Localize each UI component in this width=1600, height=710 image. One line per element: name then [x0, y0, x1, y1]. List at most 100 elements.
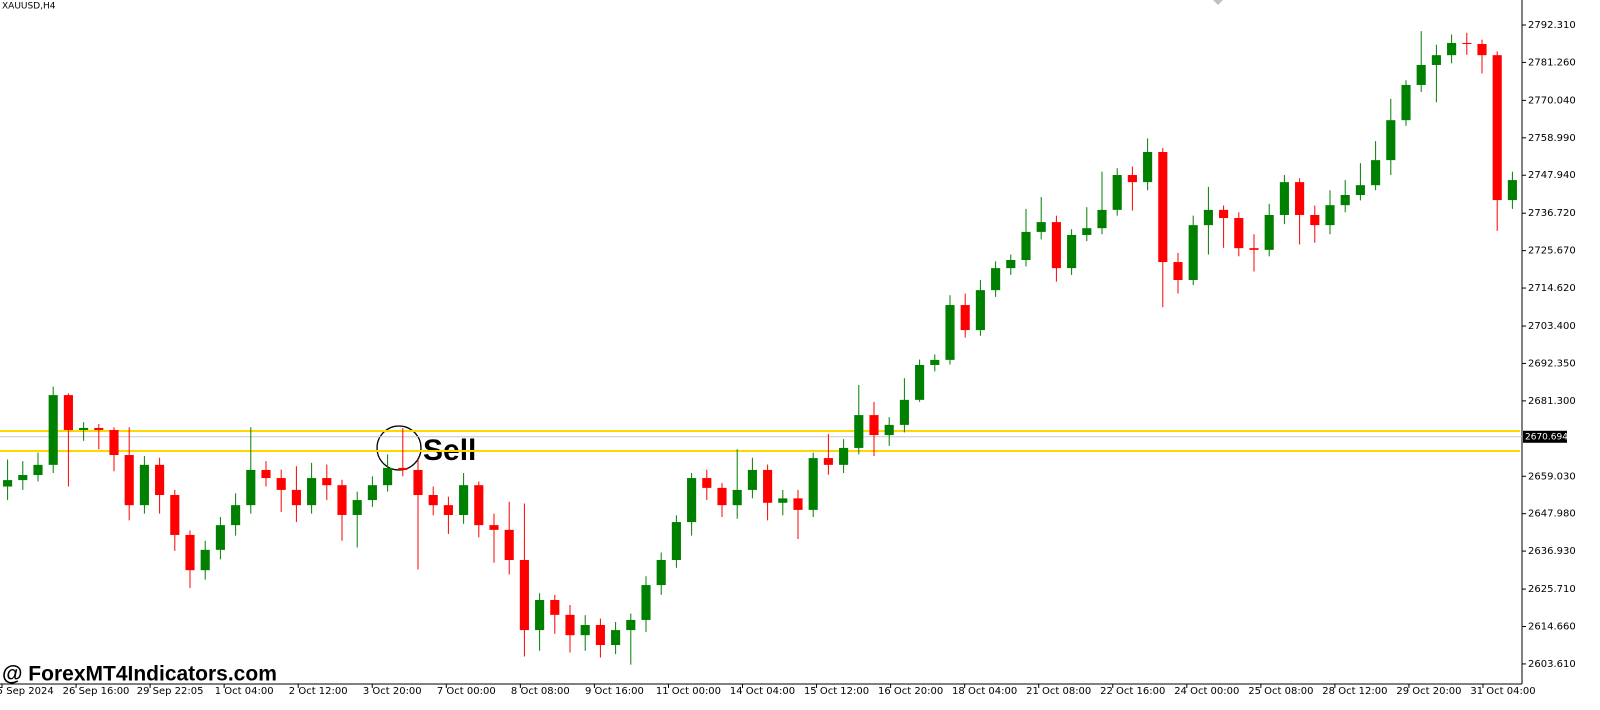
candle-body: [900, 400, 909, 425]
candle-body: [155, 465, 164, 495]
y-tick-label: 2692.350: [1528, 358, 1576, 369]
candle-body: [1249, 248, 1258, 250]
candle-body: [307, 478, 316, 505]
candle-body: [79, 428, 88, 430]
x-tick-label: 21 Oct 08:00: [1026, 686, 1091, 697]
x-tick-label: 9 Oct 16:00: [585, 686, 644, 697]
candle-body: [930, 360, 939, 365]
candle-body: [1493, 55, 1502, 200]
candle-body: [1082, 228, 1091, 235]
chart: XAUUSD,H4 Sell @ ForexMT4Indicators.com …: [0, 0, 1600, 710]
candle-body: [1325, 205, 1334, 225]
candle-body: [429, 495, 438, 505]
x-tick-label: 26 Sep 16:00: [63, 686, 130, 697]
candle-body: [1052, 222, 1061, 268]
candle-body: [1113, 175, 1122, 210]
candle-body: [383, 468, 392, 485]
candle-body: [1401, 85, 1410, 120]
x-tick-label: 16 Oct 20:00: [878, 686, 943, 697]
candle-body: [748, 470, 757, 490]
candle-body: [520, 560, 529, 630]
candle-body: [641, 585, 650, 620]
candle-body: [413, 470, 422, 495]
candle-body: [1021, 232, 1030, 260]
candle-body: [1158, 152, 1167, 262]
candle-body: [915, 365, 924, 400]
candle-body: [231, 505, 240, 525]
candle-body: [3, 480, 12, 486]
candle-body: [626, 620, 635, 630]
candle-body: [474, 485, 483, 525]
scroll-marker: [1213, 0, 1223, 5]
candle-body: [535, 600, 544, 630]
candle-body: [33, 465, 42, 475]
candle-body: [459, 485, 468, 515]
candle-body: [717, 488, 726, 505]
x-tick-label: 2 Oct 12:00: [289, 686, 348, 697]
y-tick-label: 2758.990: [1528, 133, 1576, 144]
candle-body: [885, 425, 894, 435]
candle-body: [1265, 215, 1274, 250]
y-tick-label: 2647.980: [1528, 509, 1576, 520]
x-tick-label: 22 Oct 16:00: [1100, 686, 1165, 697]
candle-body: [1341, 195, 1350, 205]
chart-title: XAUUSD,H4: [2, 2, 56, 12]
candle-body: [1371, 160, 1380, 185]
y-tick-label: 2681.300: [1528, 396, 1576, 407]
candle-body: [1417, 65, 1426, 85]
candle-body: [581, 625, 590, 635]
candle-body: [49, 395, 58, 465]
candle-body: [322, 478, 331, 485]
y-tick-label: 2636.930: [1528, 546, 1576, 557]
candle-body: [1477, 44, 1486, 55]
x-tick-label: 1 Oct 04:00: [215, 686, 274, 697]
x-tick-label: 8 Oct 08:00: [511, 686, 570, 697]
candle-body: [64, 395, 73, 430]
candle-body: [246, 470, 255, 505]
y-tick-label: 2747.940: [1528, 170, 1576, 181]
y-tick-label: 2625.710: [1528, 584, 1576, 595]
candle-body: [611, 630, 620, 645]
candle-body: [398, 468, 407, 470]
candle-body: [201, 550, 210, 570]
candle-body: [261, 470, 270, 478]
candle-body: [687, 478, 696, 522]
candle-body: [596, 625, 605, 645]
candle-body: [1432, 55, 1441, 65]
candle-body: [824, 458, 833, 465]
candle-body: [444, 505, 453, 515]
y-tick-label: 2603.610: [1528, 659, 1576, 670]
candle-body: [702, 478, 711, 488]
candle-body: [672, 522, 681, 560]
y-tick-label: 2703.400: [1528, 321, 1576, 332]
candle-body: [1173, 262, 1182, 280]
candle-body: [733, 490, 742, 505]
candle-body: [368, 485, 377, 500]
candle-body: [763, 470, 772, 503]
candle-body: [109, 430, 118, 455]
x-tick-label: 29 Sep 22:05: [137, 686, 204, 697]
y-tick-label: 2792.310: [1528, 20, 1576, 31]
candle-body: [505, 530, 514, 560]
x-tick-label: 29 Oct 20:00: [1396, 686, 1461, 697]
candle-body: [565, 615, 574, 635]
x-tick-label: 25 Oct 08:00: [1248, 686, 1313, 697]
x-tick-label: 25 Sep 2024: [0, 686, 54, 697]
x-tick-label: 31 Oct 04:00: [1470, 686, 1535, 697]
candle-body: [809, 458, 818, 510]
y-tick-label: 2614.660: [1528, 622, 1576, 633]
candle-body: [94, 428, 103, 430]
candle-body: [550, 600, 559, 615]
y-tick-label: 2736.720: [1528, 208, 1576, 219]
candle-body: [1219, 210, 1228, 218]
x-tick-label: 18 Oct 04:00: [952, 686, 1017, 697]
candle-body: [353, 500, 362, 515]
candle-body: [1067, 235, 1076, 268]
candle-body: [869, 415, 878, 435]
watermark: @ ForexMT4Indicators.com: [2, 663, 277, 686]
x-tick-label: 14 Oct 04:00: [730, 686, 795, 697]
candle-body: [140, 465, 149, 505]
candle-body: [657, 560, 666, 585]
candle-body: [1280, 182, 1289, 215]
candle-body: [1234, 218, 1243, 248]
